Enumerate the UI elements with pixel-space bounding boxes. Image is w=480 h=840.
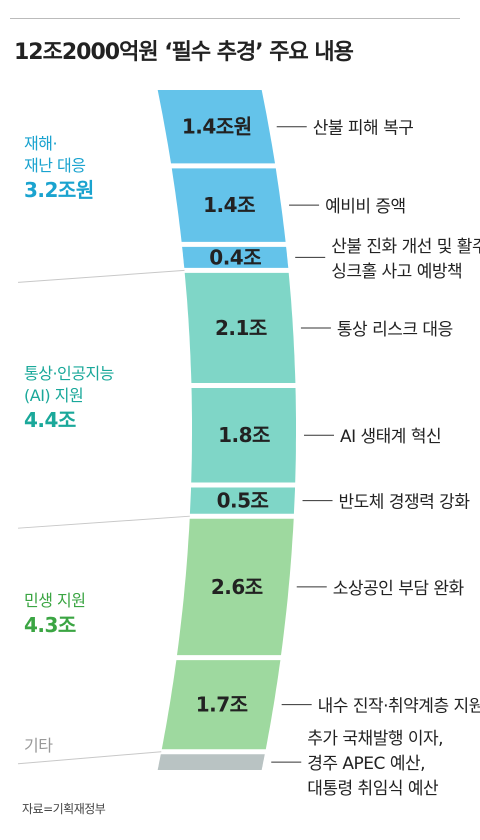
bar-segment-2 bbox=[171, 168, 286, 242]
group-name-other-line1: 기타 bbox=[24, 736, 53, 755]
segment-desc-7-line-1: 소상공인 부담 완화 bbox=[333, 579, 465, 599]
segment-desc-3-line-2: 싱크홀 사고 예방책 bbox=[331, 262, 462, 282]
segment-desc-1-line-1: 산불 피해 복구 bbox=[313, 119, 414, 139]
group-total-disaster: 3.2조원 bbox=[24, 178, 94, 202]
bar-segment-4 bbox=[184, 272, 296, 383]
group-name-disaster-line1: 재해· bbox=[24, 134, 58, 153]
bar-segment-1 bbox=[157, 90, 275, 164]
group-total-livelihood: 4.3조 bbox=[24, 613, 76, 637]
bar-segment-8 bbox=[161, 660, 281, 750]
bar-segment-3 bbox=[182, 246, 289, 268]
group-name-trade-line1: 통상·인공지능 bbox=[24, 364, 114, 383]
segment-desc-8-line-1: 내수 진작·취약계층 지원 bbox=[318, 697, 480, 717]
segment-desc-9-line-2: 경주 APEC 예산, bbox=[307, 754, 425, 774]
group-label-livelihood: 민생 지원 4.3조 bbox=[24, 590, 86, 637]
group-label-trade: 통상·인공지능 (AI) 지원 4.4조 bbox=[24, 363, 114, 431]
group-label-other: 기타 bbox=[24, 735, 53, 757]
top-rule bbox=[10, 18, 460, 19]
bar-segment-7 bbox=[177, 518, 294, 656]
chart-title: 12조2000억원 ‘필수 추경’ 주요 내용 bbox=[14, 40, 354, 65]
bar-value-label-1: 1.4조원 bbox=[182, 115, 252, 139]
bar-value-label-6: 0.5조 bbox=[217, 489, 269, 513]
segment-desc-4-line-1: 통상 리스크 대응 bbox=[337, 320, 453, 340]
group-separator-2 bbox=[17, 515, 190, 529]
bar-segment-6 bbox=[189, 487, 295, 514]
bar-value-label-2: 1.4조 bbox=[203, 193, 255, 217]
segment-desc-3-line-1: 산불 진화 개선 및 활주로· bbox=[331, 237, 480, 257]
group-name-trade-line2: (AI) 지원 bbox=[24, 386, 84, 405]
group-separator-3 bbox=[17, 751, 162, 765]
bar-value-label-8: 1.7조 bbox=[196, 693, 248, 717]
bar-segment-9 bbox=[157, 754, 265, 770]
segment-desc-9-line-3: 대통령 취임식 예산 bbox=[307, 779, 439, 799]
segment-desc-9-line-1: 추가 국채발행 이자, bbox=[307, 729, 443, 749]
bar-value-label-4: 2.1조 bbox=[215, 316, 267, 340]
group-name-disaster-line2: 재난 대응 bbox=[24, 156, 86, 175]
group-label-disaster: 재해· 재난 대응 3.2조원 bbox=[24, 133, 94, 201]
segment-desc-2-line-1: 예비비 증액 bbox=[325, 197, 406, 217]
segment-desc-5-line-1: AI 생태계 혁신 bbox=[340, 427, 441, 447]
source-note: 자료=기획재정부 bbox=[22, 802, 106, 816]
group-separator-1 bbox=[17, 269, 185, 283]
group-name-livelihood-line1: 민생 지원 bbox=[24, 591, 86, 610]
bar-value-label-3: 0.4조 bbox=[209, 245, 261, 269]
bar-value-label-5: 1.8조 bbox=[218, 423, 270, 447]
segment-desc-6-line-1: 반도체 경쟁력 강화 bbox=[339, 493, 471, 513]
group-total-trade: 4.4조 bbox=[24, 408, 76, 432]
bar-segment-5 bbox=[191, 388, 296, 483]
bar-value-label-7: 2.6조 bbox=[211, 575, 263, 599]
